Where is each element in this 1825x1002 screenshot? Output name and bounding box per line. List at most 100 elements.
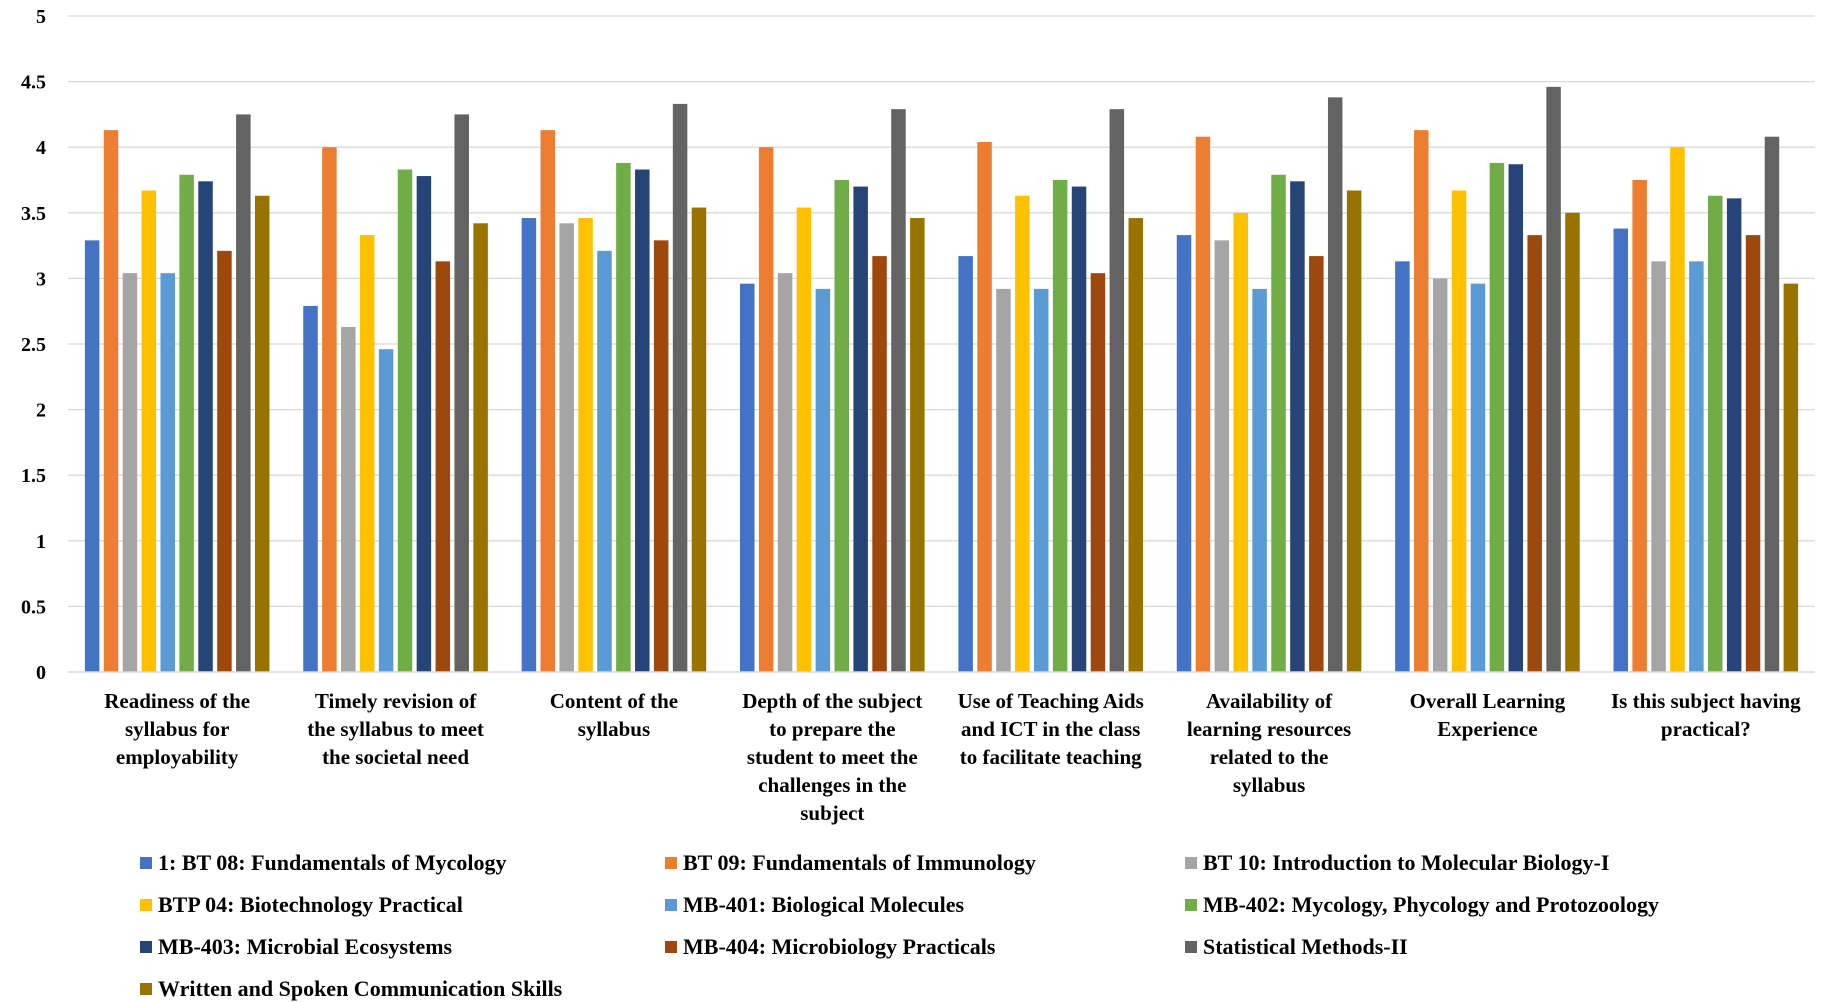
bar bbox=[597, 250, 612, 672]
bar bbox=[796, 207, 812, 672]
y-tick-label: 5 bbox=[36, 6, 46, 28]
bar bbox=[1527, 235, 1542, 672]
bar bbox=[777, 273, 793, 672]
legend-swatch bbox=[1185, 941, 1197, 953]
category-label-line: Use of Teaching Aids bbox=[958, 689, 1144, 713]
bar bbox=[540, 130, 556, 673]
legend-swatch bbox=[665, 857, 677, 869]
category-label-line: learning resources bbox=[1187, 717, 1351, 741]
bar bbox=[1109, 109, 1125, 673]
bar bbox=[521, 218, 537, 672]
y-tick-label: 4.5 bbox=[21, 72, 46, 94]
legend-label: BTP 04: Biotechnology Practical bbox=[158, 892, 463, 917]
bar bbox=[996, 288, 1011, 672]
bar bbox=[578, 218, 593, 672]
legend-label: 1: BT 08: Fundamentals of Mycology bbox=[158, 850, 507, 875]
category-label: Depth of the subject to prepare the studen… bbox=[742, 689, 922, 825]
bar-chart: 0 0.5 1 1.5 2 2.5 3 3.5 4 4.5 5 Readiness of the sy… bbox=[21, 6, 1815, 825]
legend-swatch bbox=[665, 899, 677, 911]
bar bbox=[416, 176, 432, 672]
bar bbox=[1414, 130, 1429, 673]
category-label-line: Depth of the subject bbox=[742, 689, 922, 713]
bar bbox=[1015, 195, 1030, 672]
bar bbox=[1309, 256, 1324, 672]
y-tick-label: 4 bbox=[36, 137, 46, 159]
bar bbox=[853, 186, 868, 672]
bar bbox=[473, 223, 488, 672]
category-label: Is this subject having practical? bbox=[1611, 689, 1801, 741]
legend-item: MB-401: Biological Molecules bbox=[665, 892, 964, 918]
bar bbox=[1508, 164, 1524, 673]
y-tick-label: 1 bbox=[36, 531, 46, 553]
category-label-line: Is this subject having bbox=[1611, 689, 1801, 713]
bar bbox=[1489, 162, 1505, 672]
category-label-line: practical? bbox=[1661, 717, 1751, 741]
category-label-line: the societal need bbox=[322, 745, 469, 769]
bar bbox=[872, 256, 887, 672]
legend-item: Statistical Methods-II bbox=[1185, 934, 1408, 960]
legend-label: BT 09: Fundamentals of Immunology bbox=[683, 850, 1036, 875]
category-label-line: subject bbox=[800, 801, 864, 825]
bar bbox=[359, 235, 375, 672]
category-label-line: student to meet the bbox=[747, 745, 918, 769]
bar bbox=[1451, 190, 1467, 672]
bar bbox=[303, 305, 318, 672]
category-label-line: challenges in the bbox=[758, 773, 906, 797]
category-label-line: employability bbox=[116, 745, 239, 769]
bar bbox=[322, 147, 337, 672]
category-label-line: to facilitate teaching bbox=[960, 745, 1142, 769]
category-label-line: Availability of bbox=[1206, 689, 1333, 713]
legend-label: MB-403: Microbial Ecosystems bbox=[158, 934, 453, 959]
bar bbox=[958, 256, 973, 672]
bar bbox=[254, 195, 270, 672]
bar bbox=[1670, 147, 1685, 672]
bar bbox=[141, 190, 157, 672]
bar bbox=[1632, 180, 1647, 672]
y-tick-label: 3.5 bbox=[21, 203, 46, 225]
category-label: Timely revision of the syllabus to meet th… bbox=[307, 689, 484, 769]
legend-label: MB-404: Microbiology Practicals bbox=[683, 934, 996, 959]
legend-item: MB-403: Microbial Ecosystems bbox=[140, 934, 452, 960]
bar bbox=[1764, 136, 1780, 673]
bar bbox=[1745, 235, 1761, 672]
bar bbox=[1233, 212, 1248, 673]
legend-swatch bbox=[1185, 857, 1197, 869]
y-tick-label: 2.5 bbox=[21, 334, 46, 356]
bar bbox=[236, 114, 251, 672]
category-labels: Readiness of the syllabus for employabilit… bbox=[104, 689, 1801, 825]
gridlines bbox=[68, 15, 1815, 608]
bar bbox=[435, 261, 451, 672]
y-axis-ticks: 0 0.5 1 1.5 2 2.5 3 3.5 4 4.5 5 bbox=[21, 6, 46, 684]
bar bbox=[758, 147, 774, 672]
bar bbox=[1565, 212, 1580, 673]
legend-item: BT 09: Fundamentals of Immunology bbox=[665, 850, 1036, 876]
bar bbox=[1290, 181, 1305, 672]
category-label-line: to prepare the bbox=[769, 717, 895, 741]
bar bbox=[454, 114, 469, 672]
legend-swatch bbox=[140, 941, 152, 953]
bar bbox=[1090, 273, 1106, 672]
bar bbox=[103, 130, 119, 673]
legend-swatch bbox=[140, 857, 152, 869]
category-label-line: Readiness of the bbox=[104, 689, 250, 713]
legend-label: Statistical Methods-II bbox=[1203, 934, 1408, 959]
bar bbox=[1327, 97, 1343, 673]
bar bbox=[1783, 283, 1799, 672]
bar bbox=[1128, 218, 1143, 672]
bar bbox=[977, 141, 992, 672]
legend-label: MB-401: Biological Molecules bbox=[683, 892, 965, 917]
bar bbox=[341, 326, 356, 672]
legend-swatch bbox=[1185, 899, 1197, 911]
bar bbox=[122, 273, 138, 672]
bar bbox=[1651, 261, 1666, 672]
bar bbox=[1252, 288, 1267, 672]
bar bbox=[1195, 136, 1211, 673]
category-label-line: Overall Learning bbox=[1410, 689, 1566, 713]
bar bbox=[1071, 186, 1087, 672]
category-label: Readiness of the syllabus for employabilit… bbox=[104, 689, 250, 769]
legend-item: MB-404: Microbiology Practicals bbox=[665, 934, 995, 960]
bar bbox=[1271, 174, 1286, 672]
bar bbox=[1613, 228, 1629, 672]
category-label-line: syllabus bbox=[578, 717, 650, 741]
category-label: Content of the syllabus bbox=[550, 689, 678, 741]
